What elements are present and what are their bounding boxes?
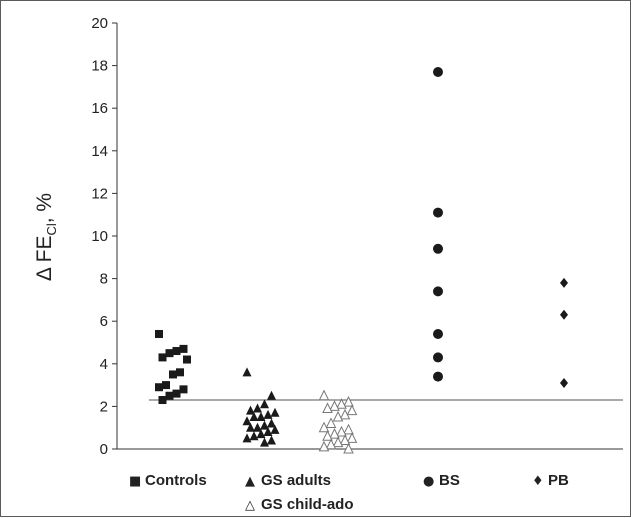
legend-symbol-bs: ● — [423, 474, 434, 489]
bs-point — [433, 243, 443, 254]
gs-adults-point — [249, 431, 259, 441]
controls-point — [183, 355, 191, 364]
controls-point — [169, 370, 177, 379]
y-tick-label: 18 — [91, 58, 108, 75]
gs-child-ado-point — [343, 442, 354, 454]
gs-child-ado-point — [343, 396, 354, 407]
gs-child-ado-point — [318, 440, 330, 452]
gs-child-ado-point — [339, 434, 351, 445]
y-tick-label: 4 — [100, 356, 108, 373]
y-axis-label: Δ FECl, % — [33, 193, 59, 281]
gs-child-ado-point — [346, 404, 358, 416]
controls-point — [158, 396, 167, 405]
pb-point — [560, 309, 568, 320]
controls-point — [172, 347, 181, 356]
gs-child-ado-point — [336, 425, 347, 437]
y-tick-label: 16 — [91, 100, 108, 117]
gs-adults-point — [260, 420, 269, 430]
y-axis-label-suffix: , % — [33, 193, 56, 223]
gs-child-ado-point — [336, 398, 347, 409]
gs-child-ado-point — [346, 432, 358, 443]
legend-label-controls: Controls — [145, 472, 207, 489]
gs-adults-point — [267, 435, 276, 445]
y-tick-label: 0 — [100, 441, 108, 458]
axes: 0 2 4 6 8 10 12 14 16 18 20 — [91, 15, 623, 458]
bs-point — [433, 328, 443, 339]
controls-point — [155, 329, 163, 338]
gs-child-ado-point — [325, 438, 337, 450]
y-axis-label-subscript: Cl — [44, 223, 59, 235]
gs-adults-point — [242, 433, 252, 443]
legend-symbol-pb: ♦ — [532, 474, 544, 489]
controls-point — [162, 381, 170, 390]
controls-point — [165, 391, 174, 400]
gs-child-ado-point — [318, 421, 330, 433]
y-axis-label-text: Δ FECl, % — [33, 193, 59, 281]
y-tick-label: 10 — [91, 228, 108, 245]
gs-adults-point — [253, 422, 262, 432]
gs-adults-point — [249, 412, 259, 422]
gs-adults-point — [246, 405, 255, 415]
gs-adults-point — [260, 399, 269, 409]
gs-adults-point — [263, 409, 273, 419]
gs-adults-point — [242, 416, 252, 426]
y-tick-label: 12 — [91, 185, 108, 202]
bs-point — [433, 371, 443, 382]
gs-adults-point — [246, 422, 255, 432]
bs-point — [433, 66, 443, 77]
legend-label-bs: BS — [439, 472, 460, 489]
gs-adults-point — [256, 412, 266, 422]
gs-adults-point — [263, 426, 273, 436]
y-tick-label: 14 — [91, 143, 108, 160]
gs-adults-point — [256, 429, 266, 439]
data-points — [155, 66, 568, 454]
controls-point — [165, 349, 174, 358]
y-tick-label: 2 — [100, 398, 108, 415]
gs-child-ado-point — [329, 427, 340, 439]
gs-adults-point — [242, 367, 252, 377]
gs-adults-point — [270, 407, 280, 417]
controls-point — [176, 368, 184, 377]
pb-point — [560, 277, 568, 288]
y-tick-label: 20 — [91, 15, 108, 32]
y-tick-label: 6 — [100, 313, 108, 330]
pb-point — [560, 377, 568, 388]
legend-symbol-controls: ■ — [129, 474, 141, 489]
gs-child-ado-point — [339, 408, 351, 420]
legend-label-gs-adults: GS adults — [261, 472, 331, 489]
legend-label-pb: PB — [548, 472, 569, 489]
gs-child-ado-point — [318, 389, 330, 401]
gs-adults-point — [260, 437, 269, 447]
legend-symbol-gs-adults: ▲ — [245, 474, 255, 489]
legend: ■ Controls ▲ GS adults △ GS child-ado ● BS ♦ PB — [129, 472, 569, 513]
y-tick-label: 8 — [100, 271, 108, 288]
gs-child-ado-point — [325, 417, 337, 428]
controls-point — [155, 383, 163, 392]
gs-child-ado-point — [329, 400, 340, 411]
controls-point — [179, 385, 188, 394]
controls-point — [172, 389, 181, 398]
gs-child-ado-point — [322, 402, 333, 414]
controls-point — [158, 353, 167, 362]
bs-point — [433, 286, 443, 297]
bs-point — [433, 352, 443, 363]
legend-label-gs-child-ado: GS child-ado — [261, 496, 354, 513]
gs-adults-point — [270, 424, 280, 434]
gs-child-ado-point — [332, 410, 344, 422]
gs-child-ado-point — [343, 423, 354, 435]
gs-adults-point — [267, 418, 276, 428]
bs-point — [433, 207, 443, 218]
gs-child-ado-point — [332, 436, 344, 448]
gs-adults-point — [253, 403, 262, 413]
y-axis-label-main: Δ FE — [33, 236, 56, 282]
legend-symbol-gs-child-ado: △ — [245, 498, 255, 513]
gs-adults-point — [267, 390, 276, 400]
controls-point — [179, 344, 188, 353]
gs-child-ado-point — [322, 430, 333, 441]
